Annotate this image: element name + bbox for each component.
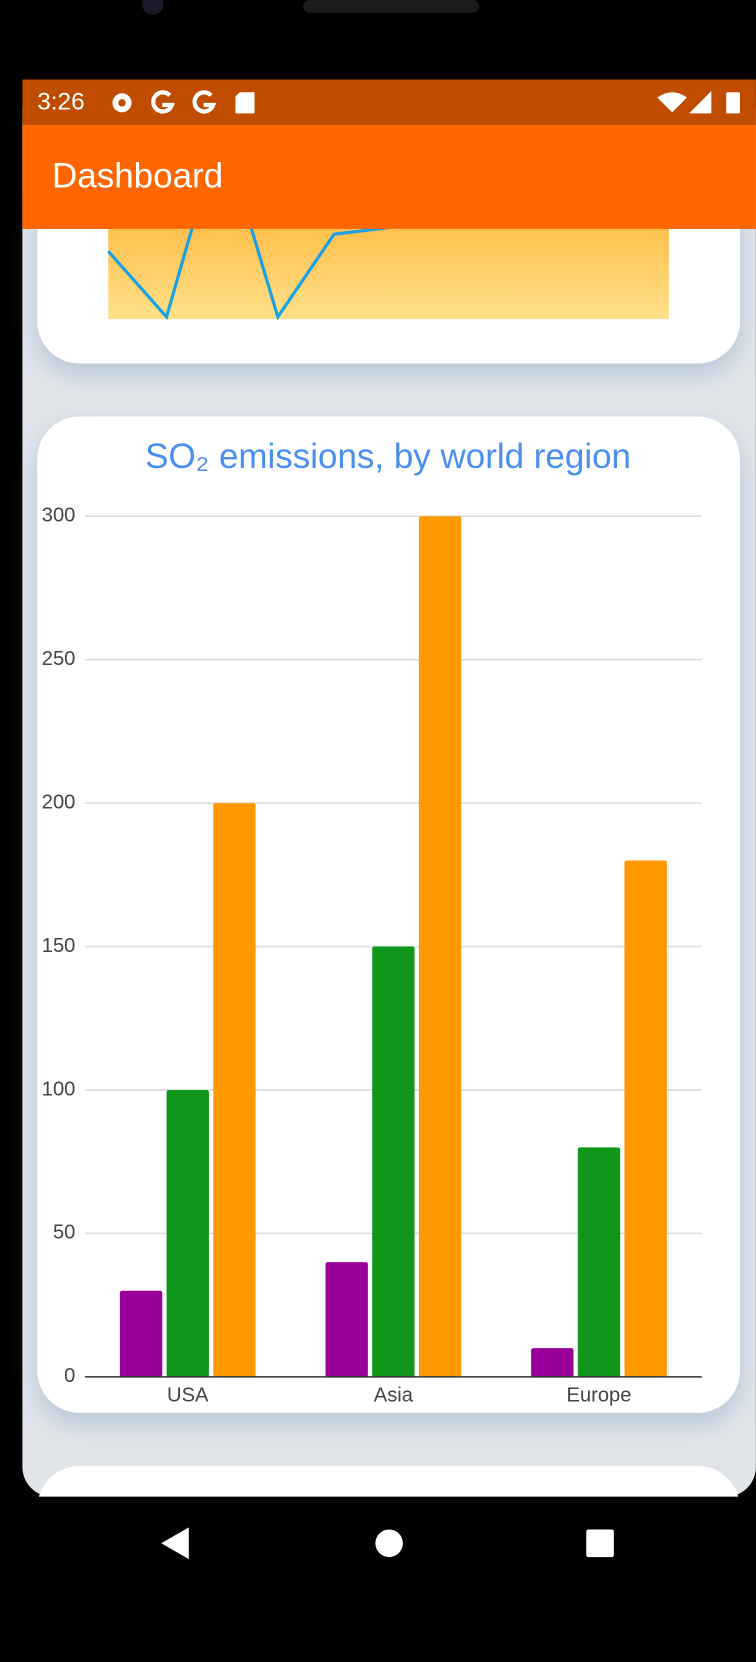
- y-tick-label: 150: [42, 935, 76, 957]
- bar: [325, 1262, 368, 1377]
- bar: [166, 1089, 209, 1377]
- google-icon: [192, 90, 217, 114]
- x-tick-label: USA: [167, 1384, 209, 1406]
- chart-title: SO₂ emissions, by world region: [145, 437, 631, 476]
- back-button[interactable]: [161, 1527, 189, 1560]
- y-tick-label: 50: [53, 1222, 75, 1244]
- navigation-bar: [0, 1496, 756, 1662]
- status-time: 3:26: [37, 88, 84, 115]
- x-tick-label: Europe: [567, 1384, 632, 1406]
- bar: [531, 1348, 574, 1377]
- x-tick-label: Asia: [374, 1384, 414, 1406]
- google-icon: [151, 90, 175, 114]
- bar-chart-card: [37, 416, 740, 1413]
- wifi-icon: [657, 92, 687, 113]
- app-bar: [22, 125, 756, 229]
- area-fill: [108, 228, 669, 320]
- y-tick-label: 250: [42, 648, 76, 670]
- bar: [372, 946, 415, 1377]
- speaker: [303, 0, 480, 13]
- bar: [213, 803, 256, 1377]
- settings-icon-hole: [118, 99, 126, 107]
- bar: [418, 516, 462, 1377]
- y-tick-label: 200: [42, 791, 76, 813]
- app-title: Dashboard: [52, 156, 223, 195]
- home-button[interactable]: [375, 1529, 403, 1558]
- recents-button[interactable]: [586, 1529, 614, 1558]
- bar: [577, 1147, 621, 1377]
- status-bar-top: [22, 79, 756, 112]
- battery-icon: [726, 92, 740, 114]
- sd-card-icon: [235, 92, 255, 114]
- camera: [142, 0, 164, 15]
- y-tick-label: 100: [42, 1078, 76, 1100]
- y-tick-label: 300: [42, 505, 76, 527]
- y-tick-label: 0: [64, 1365, 75, 1387]
- bar: [119, 1290, 163, 1377]
- bar-chart: SO₂ emissions, by world region 0 50 100 150…: [42, 437, 702, 1406]
- bar: [624, 860, 667, 1377]
